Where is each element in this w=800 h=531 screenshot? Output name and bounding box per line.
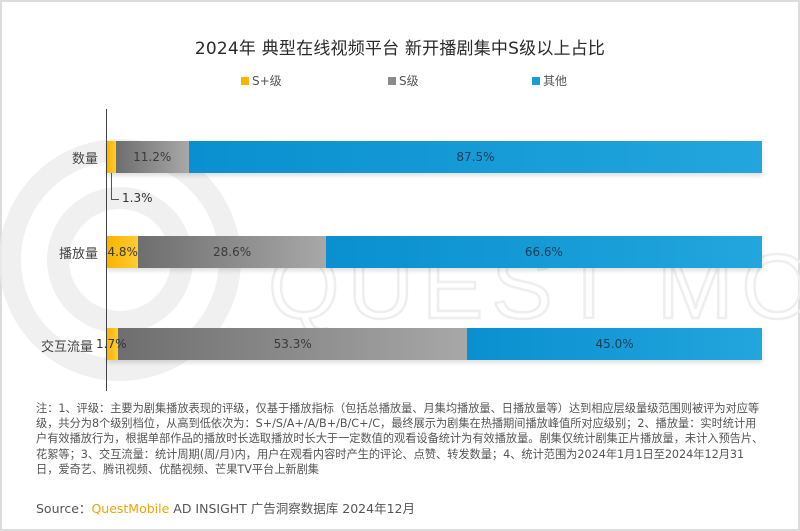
bar-row-interactions: 53.3% 45.0% bbox=[107, 328, 762, 360]
legend-item-s: S级 bbox=[388, 72, 419, 89]
value-label-outside: 1.3% bbox=[122, 191, 153, 205]
category-label: 数量 bbox=[71, 152, 98, 167]
legend-label: S+级 bbox=[252, 74, 282, 88]
value-label: 28.6% bbox=[213, 245, 252, 259]
legend-swatch-splus-icon bbox=[241, 76, 249, 85]
bar-segment-other: 45.0% bbox=[467, 328, 762, 360]
value-label: 45.0% bbox=[595, 337, 634, 351]
bar-segment-splus: 4.8% bbox=[107, 236, 139, 268]
bar-segment-other: 87.5% bbox=[188, 141, 762, 173]
bar-segment-s: 53.3% bbox=[118, 328, 468, 360]
chart-legend: S+级 S级 其他 bbox=[0, 72, 800, 90]
bar-segment-other: 66.6% bbox=[325, 236, 762, 268]
legend-label: 其他 bbox=[543, 74, 568, 88]
category-label: 播放量 bbox=[58, 247, 98, 262]
source-suffix: AD INSIGHT 广告洞察数据库 2024年12月 bbox=[169, 501, 415, 516]
legend-item-other: 其他 bbox=[532, 72, 567, 89]
source-line: Source：QuestMobile AD INSIGHT 广告洞察数据库 20… bbox=[36, 498, 415, 517]
value-label: 53.3% bbox=[273, 337, 312, 351]
value-label: 4.8% bbox=[107, 245, 138, 259]
category-label: 交互流量 bbox=[40, 340, 93, 355]
bar-segment-splus bbox=[107, 141, 116, 173]
bar-segment-s: 28.6% bbox=[138, 236, 326, 268]
bar-row-plays: 4.8% 28.6% 66.6% bbox=[107, 236, 762, 268]
footnote: 注：1、评级：主要为剧集播放表现的评级，仅基于播放指标（包括总播放量、月集均播放… bbox=[36, 402, 764, 476]
legend-item-splus: S+级 bbox=[241, 72, 282, 89]
legend-swatch-other-icon bbox=[532, 76, 540, 85]
bar-segment-splus bbox=[107, 328, 119, 360]
leader-line bbox=[111, 173, 119, 200]
value-label-splus-row3: 1.7% bbox=[96, 337, 127, 351]
source-brand: QuestMobile bbox=[91, 501, 170, 516]
chart-title: 2024年 典型在线视频平台 新开播剧集中S级以上占比 bbox=[194, 39, 606, 59]
value-label: 87.5% bbox=[456, 150, 495, 164]
y-axis-line bbox=[106, 109, 107, 391]
value-label: 11.2% bbox=[133, 150, 172, 164]
value-label: 66.6% bbox=[524, 245, 563, 259]
legend-swatch-s-icon bbox=[388, 76, 396, 85]
bar-row-count: 11.2% 87.5% bbox=[107, 141, 762, 173]
legend-label: S级 bbox=[399, 74, 419, 88]
bar-segment-s: 11.2% bbox=[115, 141, 189, 173]
source-prefix: Source： bbox=[36, 501, 92, 516]
